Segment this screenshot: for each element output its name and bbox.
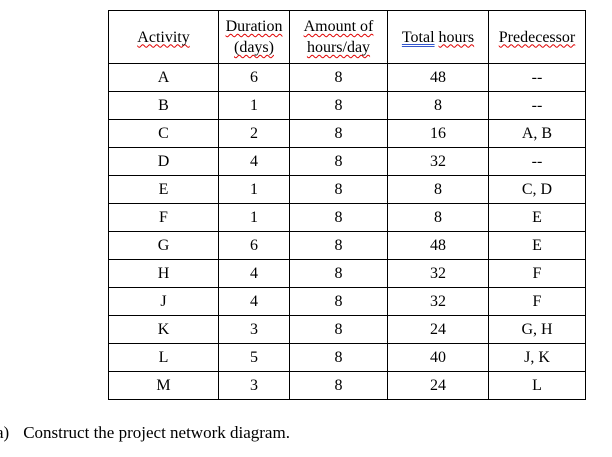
cell-total-hours: 8 (387, 91, 489, 120)
cell-total-hours: 32 (387, 147, 489, 176)
cell-total-hours: 32 (387, 287, 489, 316)
cell-total-hours: 8 (387, 175, 489, 204)
cell-hours-per-day: 8 (289, 203, 388, 232)
cell-activity: L (108, 343, 219, 372)
cell-predecessor: E (488, 231, 586, 260)
column-header-predecessor: Predecessor (488, 10, 586, 64)
cell-hours-per-day: 8 (289, 371, 388, 400)
cell-predecessor: -- (488, 147, 586, 176)
cell-total-hours: 16 (387, 119, 489, 148)
question-item: a) Construct the project network diagram. (0, 423, 290, 443)
cell-duration: 6 (218, 63, 290, 92)
question-marker: a) (0, 423, 10, 442)
cell-predecessor: G, H (488, 315, 586, 344)
cell-predecessor: F (488, 259, 586, 288)
cell-predecessor: A, B (488, 119, 586, 148)
column-header-amount-line2: hours/day (306, 39, 371, 56)
cell-duration: 5 (218, 343, 290, 372)
cell-total-hours: 8 (387, 203, 489, 232)
table-row: F 1 8 8 E (108, 203, 586, 232)
cell-hours-per-day: 8 (289, 175, 388, 204)
cell-hours-per-day: 8 (289, 259, 388, 288)
cell-activity: A (108, 63, 219, 92)
cell-activity: M (108, 371, 219, 400)
column-header-duration-line1: Duration (225, 18, 283, 35)
column-header-hours-per-day: Amount of hours/day (289, 10, 388, 64)
cell-duration: 1 (218, 203, 290, 232)
column-header-total-word: Total (401, 28, 435, 46)
cell-hours-per-day: 8 (289, 147, 388, 176)
cell-hours-per-day: 8 (289, 287, 388, 316)
cell-predecessor: E (488, 203, 586, 232)
cell-duration: 4 (218, 259, 290, 288)
cell-duration: 6 (218, 231, 290, 260)
cell-total-hours: 48 (387, 231, 489, 260)
table-row: D 4 8 32 -- (108, 147, 586, 176)
column-header-amount-line1: Amount of (303, 18, 374, 35)
cell-hours-per-day: 8 (289, 91, 388, 120)
cell-total-hours: 48 (387, 63, 489, 92)
cell-hours-per-day: 8 (289, 315, 388, 344)
activity-table: Activity Duration (days) Amount of hours/d… (108, 10, 586, 400)
cell-activity: K (108, 315, 219, 344)
column-header-activity: Activity (108, 10, 219, 64)
cell-activity: G (108, 231, 219, 260)
cell-predecessor: F (488, 287, 586, 316)
cell-duration: 4 (218, 287, 290, 316)
cell-total-hours: 32 (387, 259, 489, 288)
table-row: J 4 8 32 F (108, 287, 586, 316)
cell-hours-per-day: 8 (289, 231, 388, 260)
cell-duration: 4 (218, 147, 290, 176)
cell-activity: E (108, 175, 219, 204)
question-text: Construct the project network diagram. (23, 423, 290, 442)
cell-duration: 1 (218, 175, 290, 204)
cell-predecessor: -- (488, 91, 586, 120)
cell-predecessor: C, D (488, 175, 586, 204)
cell-activity: H (108, 259, 219, 288)
cell-duration: 1 (218, 91, 290, 120)
cell-total-hours: 24 (387, 371, 489, 400)
cell-duration: 2 (218, 119, 290, 148)
cell-hours-per-day: 8 (289, 119, 388, 148)
table-row: E 1 8 8 C, D (108, 175, 586, 204)
table-row: K 3 8 24 G, H (108, 315, 586, 344)
table-row: B 1 8 8 -- (108, 91, 586, 120)
table-row: L 5 8 40 J, K (108, 343, 586, 372)
cell-hours-per-day: 8 (289, 343, 388, 372)
cell-duration: 3 (218, 371, 290, 400)
cell-hours-per-day: 8 (289, 63, 388, 92)
cell-activity: C (108, 119, 219, 148)
table-row: C 2 8 16 A, B (108, 119, 586, 148)
column-header-duration-line2: (days) (234, 39, 274, 56)
cell-predecessor: L (488, 371, 586, 400)
cell-predecessor: -- (488, 63, 586, 92)
table-header-row: Activity Duration (days) Amount of hours/d… (108, 10, 586, 64)
column-header-hours-word: hours (438, 28, 475, 46)
cell-activity: D (108, 147, 219, 176)
cell-total-hours: 24 (387, 315, 489, 344)
column-header-predecessor-label: Predecessor (498, 28, 576, 46)
cell-duration: 3 (218, 315, 290, 344)
table-row: H 4 8 32 F (108, 259, 586, 288)
table-row: A 6 8 48 -- (108, 63, 586, 92)
cell-total-hours: 40 (387, 343, 489, 372)
column-header-activity-label: Activity (137, 28, 190, 46)
column-header-duration: Duration (days) (218, 10, 290, 64)
cell-predecessor: J, K (488, 343, 586, 372)
table-row: M 3 8 24 L (108, 371, 586, 400)
cell-activity: F (108, 203, 219, 232)
cell-activity: J (108, 287, 219, 316)
table-row: G 6 8 48 E (108, 231, 586, 260)
cell-activity: B (108, 91, 219, 120)
column-header-total-hours: Total hours (387, 10, 489, 64)
